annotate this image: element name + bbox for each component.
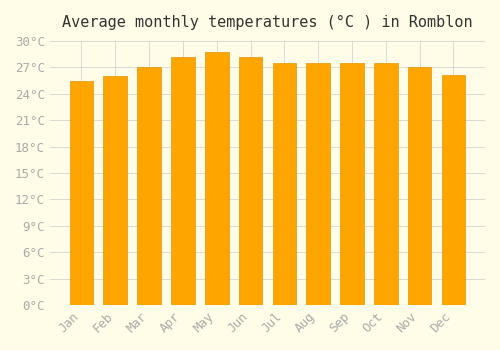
Bar bbox=[306, 63, 330, 305]
Bar bbox=[442, 75, 465, 305]
Bar bbox=[104, 76, 127, 305]
Bar bbox=[272, 63, 296, 305]
Bar bbox=[408, 67, 432, 305]
Bar bbox=[205, 52, 229, 305]
Bar bbox=[374, 63, 398, 305]
Bar bbox=[138, 67, 161, 305]
Title: Average monthly temperatures (°C ) in Romblon: Average monthly temperatures (°C ) in Ro… bbox=[62, 15, 472, 30]
Bar bbox=[238, 57, 262, 305]
Bar bbox=[340, 63, 364, 305]
Bar bbox=[171, 57, 194, 305]
Bar bbox=[70, 80, 94, 305]
